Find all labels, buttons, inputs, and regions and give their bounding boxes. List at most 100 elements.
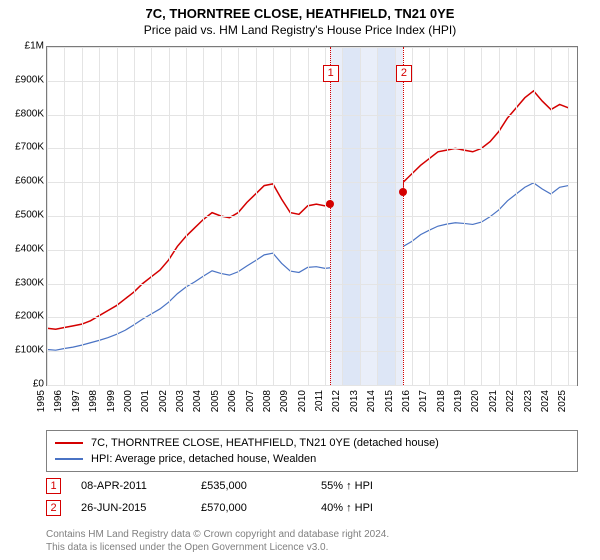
gridline-h [47, 216, 577, 217]
gridline-v [221, 47, 222, 385]
x-axis-label: 1999 [106, 390, 117, 412]
x-axis-label: 2017 [418, 390, 429, 412]
sale-number-marker: 1 [46, 478, 61, 494]
sale-detail-row: 2 26-JUN-2015£570,00040% ↑ HPI [46, 500, 578, 516]
gridline-v [117, 47, 118, 385]
y-axis-label: £0 [33, 379, 44, 390]
gridline-v [151, 47, 152, 385]
gridline-v [377, 47, 378, 385]
x-axis-label: 2012 [331, 390, 342, 412]
sale-number-marker: 2 [46, 500, 61, 516]
gridline-h [47, 284, 577, 285]
gridline-v [516, 47, 517, 385]
sale-date: 08-APR-2011 [81, 480, 201, 492]
chart-container: 7C, THORNTREE CLOSE, HEATHFIELD, TN21 0Y… [0, 0, 600, 560]
gridline-v [99, 47, 100, 385]
gridline-v [534, 47, 535, 385]
x-axis-label: 2006 [227, 390, 238, 412]
sale-detail-row: 1 08-APR-2011£535,00055% ↑ HPI [46, 478, 578, 494]
y-axis-label: £1M [25, 41, 44, 52]
x-axis-label: 2021 [488, 390, 499, 412]
gridline-v [256, 47, 257, 385]
sale-dot [326, 200, 334, 208]
footer-line1: Contains HM Land Registry data © Crown c… [46, 529, 389, 540]
gridline-v [325, 47, 326, 385]
y-axis-label: £900K [15, 74, 44, 85]
sale-price: £535,000 [201, 480, 321, 492]
gridline-v [308, 47, 309, 385]
x-axis-label: 2000 [123, 390, 134, 412]
gridline-h [47, 385, 577, 386]
gridline-v [273, 47, 274, 385]
gridline-v [186, 47, 187, 385]
x-axis-label: 2002 [158, 390, 169, 412]
chart-title: 7C, THORNTREE CLOSE, HEATHFIELD, TN21 0Y… [0, 0, 600, 21]
legend-row: HPI: Average price, detached house, Weal… [55, 451, 569, 467]
sale-dot [399, 188, 407, 196]
sale-price: £570,000 [201, 502, 321, 514]
legend-label: HPI: Average price, detached house, Weal… [91, 453, 316, 465]
gridline-v [47, 47, 48, 385]
gridline-v [360, 47, 361, 385]
gridline-h [47, 47, 577, 48]
sale-annotation: 1 [323, 65, 339, 82]
y-axis-label: £200K [15, 311, 44, 322]
x-axis-label: 2010 [297, 390, 308, 412]
legend-swatch [55, 458, 83, 460]
x-axis-label: 2020 [470, 390, 481, 412]
plot-area: 12 [46, 46, 578, 386]
y-axis-label: £400K [15, 243, 44, 254]
y-axis-label: £500K [15, 210, 44, 221]
y-axis-label: £100K [15, 345, 44, 356]
sale-marker-line [403, 47, 404, 385]
gridline-v [429, 47, 430, 385]
x-axis-label: 2005 [210, 390, 221, 412]
gridline-h [47, 351, 577, 352]
x-axis-label: 2016 [401, 390, 412, 412]
x-axis-label: 2014 [366, 390, 377, 412]
gridline-h [47, 148, 577, 149]
gridline-v [134, 47, 135, 385]
sale-date: 26-JUN-2015 [81, 502, 201, 514]
sale-marker-line [330, 47, 331, 385]
x-axis-label: 1996 [53, 390, 64, 412]
x-axis-label: 2015 [384, 390, 395, 412]
legend: 7C, THORNTREE CLOSE, HEATHFIELD, TN21 0Y… [46, 430, 578, 472]
gridline-v [342, 47, 343, 385]
gridline-v [238, 47, 239, 385]
x-axis-label: 1995 [36, 390, 47, 412]
gridline-v [499, 47, 500, 385]
x-axis-label: 1997 [71, 390, 82, 412]
x-axis-label: 2009 [279, 390, 290, 412]
x-axis-label: 2025 [557, 390, 568, 412]
gridline-h [47, 81, 577, 82]
gridline-v [203, 47, 204, 385]
sale-diff: 40% ↑ HPI [321, 502, 441, 514]
x-axis-label: 2003 [175, 390, 186, 412]
gridline-v [290, 47, 291, 385]
y-axis-label: £700K [15, 142, 44, 153]
x-axis-label: 2023 [523, 390, 534, 412]
footer-line2: This data is licensed under the Open Gov… [46, 542, 328, 553]
x-axis-label: 2004 [192, 390, 203, 412]
gridline-v [412, 47, 413, 385]
chart-subtitle: Price paid vs. HM Land Registry's House … [0, 21, 600, 37]
x-axis-label: 2024 [540, 390, 551, 412]
x-axis-label: 2007 [245, 390, 256, 412]
gridline-v [481, 47, 482, 385]
sale-diff: 55% ↑ HPI [321, 480, 441, 492]
y-axis-label: £800K [15, 108, 44, 119]
gridline-v [447, 47, 448, 385]
y-axis-label: £600K [15, 176, 44, 187]
footer-attribution: Contains HM Land Registry data © Crown c… [46, 528, 389, 554]
sale-annotation: 2 [396, 65, 412, 82]
y-axis-label: £300K [15, 277, 44, 288]
gridline-h [47, 182, 577, 183]
gridline-v [464, 47, 465, 385]
legend-label: 7C, THORNTREE CLOSE, HEATHFIELD, TN21 0Y… [91, 437, 439, 449]
gridline-v [64, 47, 65, 385]
x-axis-label: 2008 [262, 390, 273, 412]
legend-row: 7C, THORNTREE CLOSE, HEATHFIELD, TN21 0Y… [55, 435, 569, 451]
x-axis-label: 1998 [88, 390, 99, 412]
legend-swatch [55, 442, 83, 444]
